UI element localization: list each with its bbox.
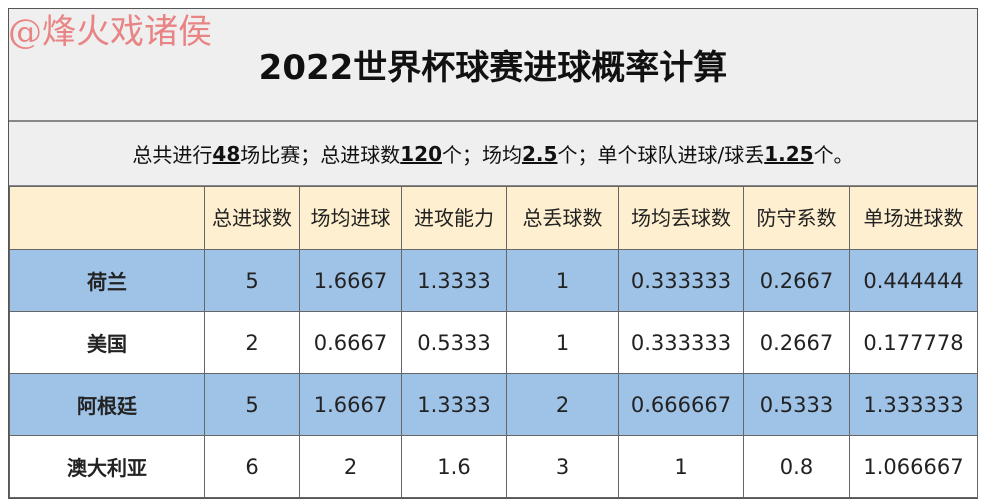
table-cell: 0.666667: [618, 373, 744, 436]
column-header: 单场进球数: [849, 186, 978, 250]
table-cell: 0.444444: [849, 249, 978, 312]
table-cell: 2: [204, 311, 300, 374]
table-cell: 2: [506, 373, 619, 436]
table-cell: 5: [204, 373, 300, 436]
table-cell: 0.177778: [849, 311, 978, 374]
team-name: 澳大利亚: [9, 435, 205, 498]
page-title: 2022世界杯球赛进球概率计算: [9, 9, 977, 122]
table-cell: 1: [506, 249, 619, 312]
table-cell: 0.5333: [401, 311, 507, 374]
table-cell: 3: [506, 435, 619, 498]
watermark: @烽火戏诸侯: [8, 12, 212, 52]
summary-text: 个；单个球队进球/球丢: [557, 143, 765, 167]
table-cell: 1.6667: [299, 249, 402, 312]
table-cell: 1.066667: [849, 435, 978, 498]
column-header: 总丢球数: [506, 186, 619, 250]
avg-goals: 2.5: [522, 141, 558, 166]
table-cell: 5: [204, 249, 300, 312]
summary-text: 个。: [813, 143, 854, 167]
table-cell: 1.3333: [401, 373, 507, 436]
table-cell: 0.2667: [743, 249, 850, 312]
table-row: 荷兰 5 1.6667 1.3333 1 0.333333 0.2667 0.444444: [9, 249, 978, 312]
table-cell: 0.333333: [618, 311, 744, 374]
header-row: 总进球数 场均进球 进攻能力 总丢球数 场均丢球数 防守系数 单场进球数: [9, 186, 978, 250]
summary-line: 总共进行 48 场比赛；总进球数 120 个；场均 2.5 个；单个球队进球/球丢 1.25 个…: [9, 122, 977, 186]
table-cell: 0.6667: [299, 311, 402, 374]
table-cell: 0.333333: [618, 249, 744, 312]
column-header: [9, 186, 205, 250]
summary-text: 个；场均: [442, 143, 523, 167]
team-avg: 1.25: [764, 141, 814, 166]
column-header: 场均进球: [299, 186, 402, 250]
team-name: 荷兰: [9, 249, 205, 312]
table-cell: 1.6667: [299, 373, 402, 436]
team-name: 阿根廷: [9, 373, 205, 436]
table-cell: 1.3333: [401, 249, 507, 312]
table-cell: 0.2667: [743, 311, 850, 374]
team-name: 美国: [9, 311, 205, 374]
table-cell: 1: [618, 435, 744, 498]
column-header: 防守系数: [743, 186, 850, 250]
table-cell: 1.6: [401, 435, 507, 498]
column-header: 总进球数: [204, 186, 300, 250]
table-cell: 0.5333: [743, 373, 850, 436]
table-row: 阿根廷 5 1.6667 1.3333 2 0.666667 0.5333 1.333333: [9, 373, 978, 436]
table-cell: 2: [299, 435, 402, 498]
table-cell: 6: [204, 435, 300, 498]
table-row: 美国 2 0.6667 0.5333 1 0.333333 0.2667 0.177778: [9, 311, 978, 374]
table-cell: 1: [506, 311, 619, 374]
summary-text: 场比赛；总进球数: [240, 143, 401, 167]
column-header: 场均丢球数: [618, 186, 744, 250]
spreadsheet: 2022世界杯球赛进球概率计算 总共进行 48 场比赛；总进球数 120 个；场均 2.5…: [8, 8, 978, 499]
table-row: 澳大利亚 6 2 1.6 3 1 0.8 1.066667: [9, 435, 978, 498]
stats-table: 总进球数 场均进球 进攻能力 总丢球数 场均丢球数 防守系数 单场进球数 荷兰 5 1.6667 1…: [9, 186, 978, 498]
total-goals: 120: [400, 141, 443, 166]
match-count: 48: [212, 141, 241, 166]
column-header: 进攻能力: [401, 186, 507, 250]
table-cell: 1.333333: [849, 373, 978, 436]
table-cell: 0.8: [743, 435, 850, 498]
summary-text: 总共进行: [132, 143, 213, 167]
